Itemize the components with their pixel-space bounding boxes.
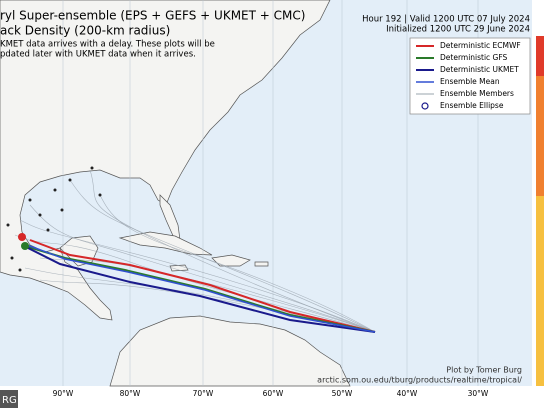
credit-author: Plot by Tomer Burg [446,366,522,375]
x-tick-label: 60°W [263,389,284,398]
ellipse-points [6,166,102,272]
hispaniola [211,254,251,267]
puerto-rico [254,261,269,267]
ecmwf-track [29,239,376,333]
legend-label: Ensemble Members [440,89,514,98]
x-tick-label: 40°W [397,389,418,398]
jamaica [169,264,189,272]
valid-time: Hour 192 | Valid 1200 UTC 07 July 2024 [362,15,530,25]
graticule [62,0,479,386]
south-america [109,315,351,387]
legend-label: Deterministic UKMET [440,65,519,74]
watermark: RG [2,395,17,406]
gfs-end [21,242,29,250]
legend-label: Ensemble Mean [440,77,500,86]
watermark-box [0,390,18,408]
legend: Deterministic ECMWF Deterministic GFS De… [409,37,531,115]
title: ryl Super-ensemble (EPS + GEFS + UKMET +… [0,9,305,23]
legend-label: Deterministic ECMWF [440,41,521,50]
legend-label: Ensemble Ellipse [440,101,504,110]
notice: KMET data arrives with a delay. These pl… [0,40,215,50]
x-tick-label: 80°W [120,389,141,398]
subtitle: ack Density (200-km radius) [0,24,170,38]
init-time: Initialized 1200 UTC 29 June 2024 [386,25,530,35]
ensemble-mean-track [26,244,376,333]
x-tick-label: 70°W [193,389,214,398]
notice: pdated later with UKMET data when it arr… [0,50,196,60]
x-axis: 90°W 80°W 70°W 60°W 50°W 40°W 30°W [53,389,489,398]
legend-label: Deterministic GFS [440,53,508,62]
cuba [118,231,213,256]
colorbar [536,76,544,196]
x-tick-label: 90°W [53,389,74,398]
credit-url: arctic.som.ou.edu/tburg/products/realtim… [317,376,522,385]
ecmwf-end [18,233,26,241]
north-america [0,0,331,321]
ukmet-track [27,247,376,333]
x-tick-label: 30°W [468,389,489,398]
colorbar [536,196,544,386]
x-tick-label: 50°W [332,389,353,398]
colorbar [536,36,544,76]
